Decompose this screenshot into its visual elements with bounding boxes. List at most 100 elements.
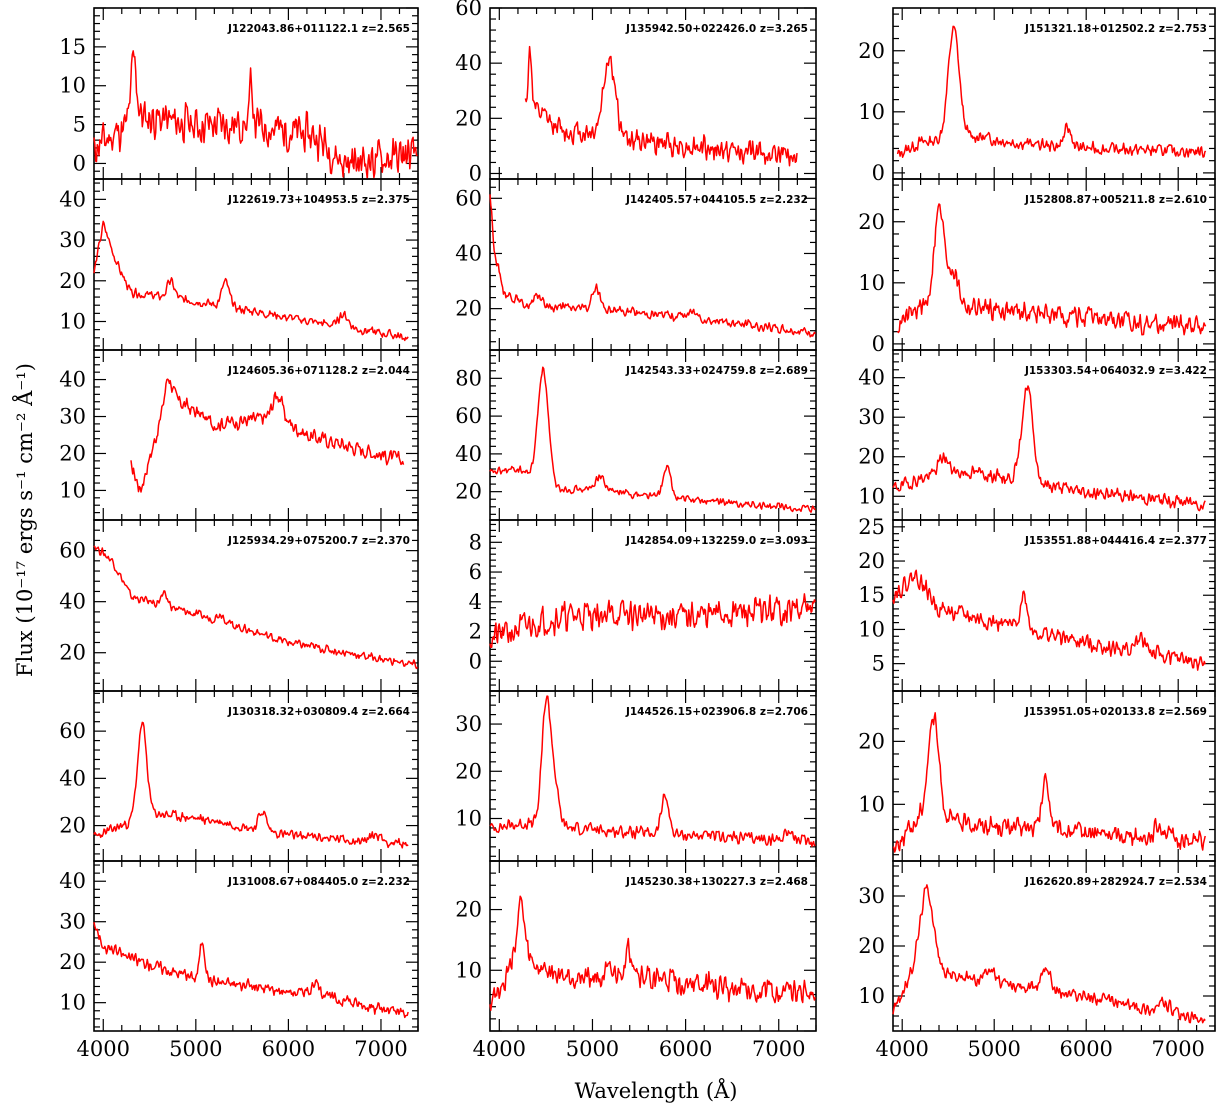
panel-label: J131008.67+084405.0 z=2.232 [227,876,410,888]
y-tick-label: 40 [59,766,86,790]
panel-label: J151321.18+012502.2 z=2.753 [1024,23,1207,35]
y-tick-label: 0 [469,161,482,185]
y-tick-label: 60 [455,0,482,20]
y-tick-label: 60 [59,539,86,563]
y-tick-label: 10 [455,958,482,982]
x-tick-label: 7000 [752,1037,805,1061]
spectrum-panel: 20 40 60 J125934.29+075200.7 z=2.370 [59,519,419,692]
x-tick-label: 4000 [875,1037,928,1061]
y-tick-label: 20 [858,210,885,234]
spectrum-line [130,378,405,493]
spectrum-panel: 0 10 20 J152808.87+005211.8 z=2.610 [858,178,1216,356]
y-tick-label: 10 [455,807,482,831]
spectrum-line [896,25,1207,158]
y-tick-label: 0 [872,332,885,356]
spectrum-line [489,593,816,649]
y-tick-label: 20 [455,898,482,922]
y-tick-label: 10 [858,271,885,295]
y-tick-label: 8 [469,530,482,554]
spectrum-line [892,569,1206,671]
spectrum-panel: 10 20 J153951.05+020133.8 z=2.569 [858,690,1216,862]
y-tick-label: 80 [455,366,482,390]
y-tick-label: 20 [59,641,86,665]
x-tick-label: 4000 [77,1037,130,1061]
y-tick-label: 10 [858,617,885,641]
y-tick-label: 0 [872,161,885,185]
spectrum-panel: 0 20 40 60 J135942.50+022426.0 z=3.265 [455,0,817,185]
y-tick-label: 4 [469,590,482,614]
spectrum-line [489,895,817,1012]
y-tick-label: 30 [59,228,86,252]
panel-label: J152808.87+005211.8 z=2.610 [1024,194,1207,206]
y-tick-label: 5 [73,113,86,137]
panel-label: J130318.32+030809.4 z=2.664 [227,706,410,718]
y-tick-label: 6 [469,560,482,584]
x-tick-label: 7000 [354,1037,407,1061]
panel-label: J125934.29+075200.7 z=2.370 [227,535,410,547]
spectrum-line [892,884,1206,1024]
y-tick-label: 15 [59,35,86,59]
spectrum-panel: 10 20 30 4000 5000 6000 7000 J162620.89+282924.… [858,860,1216,1061]
spectrum-line [489,194,816,338]
x-axis-title: Wavelength (Å) [575,1078,738,1103]
spectrum-line [892,385,1206,512]
x-tick-label: 5000 [169,1037,222,1061]
x-tick-label: 5000 [967,1037,1020,1061]
y-tick-label: 30 [455,712,482,736]
y-tick-label: 20 [858,39,885,63]
spectrum-panel: 10 20 30 40 4000 5000 6000 7000 J131008.67+08440… [59,860,419,1061]
spectrum-line [892,712,1206,853]
x-tick-label: 6000 [1059,1037,1112,1061]
y-tick-label: 20 [858,445,885,469]
y-tick-label: 20 [455,759,482,783]
spectrum-line [93,220,409,342]
spectrum-line [489,366,816,513]
x-tick-label: 6000 [659,1037,712,1061]
y-tick-label: 30 [858,884,885,908]
y-tick-label: 15 [858,583,885,607]
y-tick-label: 20 [59,950,86,974]
spectrum-line [524,45,798,167]
y-tick-label: 2 [469,620,482,644]
spectrum-panel: 10 20 4000 5000 6000 7000 J145230.38+130227.3 … [455,860,817,1061]
spectrum-panel: 10 20 30 40 J153303.54+064032.9 z=3.422 [858,349,1216,521]
y-tick-label: 10 [59,991,86,1015]
y-tick-label: 10 [858,984,885,1008]
spectrum-panel: 5 10 15 20 25 J153551.88+044416.4 z=2.377 [858,515,1216,692]
y-tick-label: 40 [455,241,482,265]
panel-label: J144526.15+023906.8 z=2.706 [625,706,808,718]
y-tick-label: 60 [455,404,482,428]
panel-label: J124605.36+071128.2 z=2.044 [227,365,410,377]
spectrum-panel: 10 20 30 40 J122619.73+104953.5 z=2.375 [59,178,419,351]
spectrum-line [93,545,418,670]
spectrum-panel: 0 2 4 6 8 J142854.09+132259.0 z=3.093 [469,519,817,692]
y-tick-label: 0 [73,151,86,175]
x-tick-label: 6000 [262,1037,315,1061]
panel-label: J153303.54+064032.9 z=3.422 [1024,365,1207,377]
y-tick-label: 20 [455,480,482,504]
y-tick-label: 40 [858,366,885,390]
spectrum-line [93,721,409,849]
panel-label: J142543.33+024759.8 z=2.689 [625,365,808,377]
y-tick-label: 25 [858,515,885,539]
y-tick-label: 30 [59,910,86,934]
y-tick-label: 10 [59,478,86,502]
y-tick-label: 20 [858,729,885,753]
y-tick-label: 40 [59,368,86,392]
panel-label: J153551.88+044416.4 z=2.377 [1024,535,1207,547]
panel-label: J142854.09+132259.0 z=3.093 [625,535,808,547]
y-tick-label: 20 [455,297,482,321]
y-tick-label: 10 [59,310,86,334]
y-tick-label: 10 [858,100,885,124]
y-tick-label: 20 [858,549,885,573]
y-tick-label: 0 [469,649,482,673]
y-axis-title: Flux (10⁻¹⁷ ergs s⁻¹ cm⁻² Å⁻¹) [12,363,37,677]
panel-label: J145230.38+130227.3 z=2.468 [625,876,808,888]
x-tick-label: 4000 [473,1037,526,1061]
y-tick-label: 20 [59,441,86,465]
y-tick-label: 20 [858,934,885,958]
x-tick-label: 5000 [566,1037,619,1061]
spectrum-panel: 10 20 30 40 J124605.36+071128.2 z=2.044 [59,349,419,521]
y-tick-label: 10 [858,484,885,508]
